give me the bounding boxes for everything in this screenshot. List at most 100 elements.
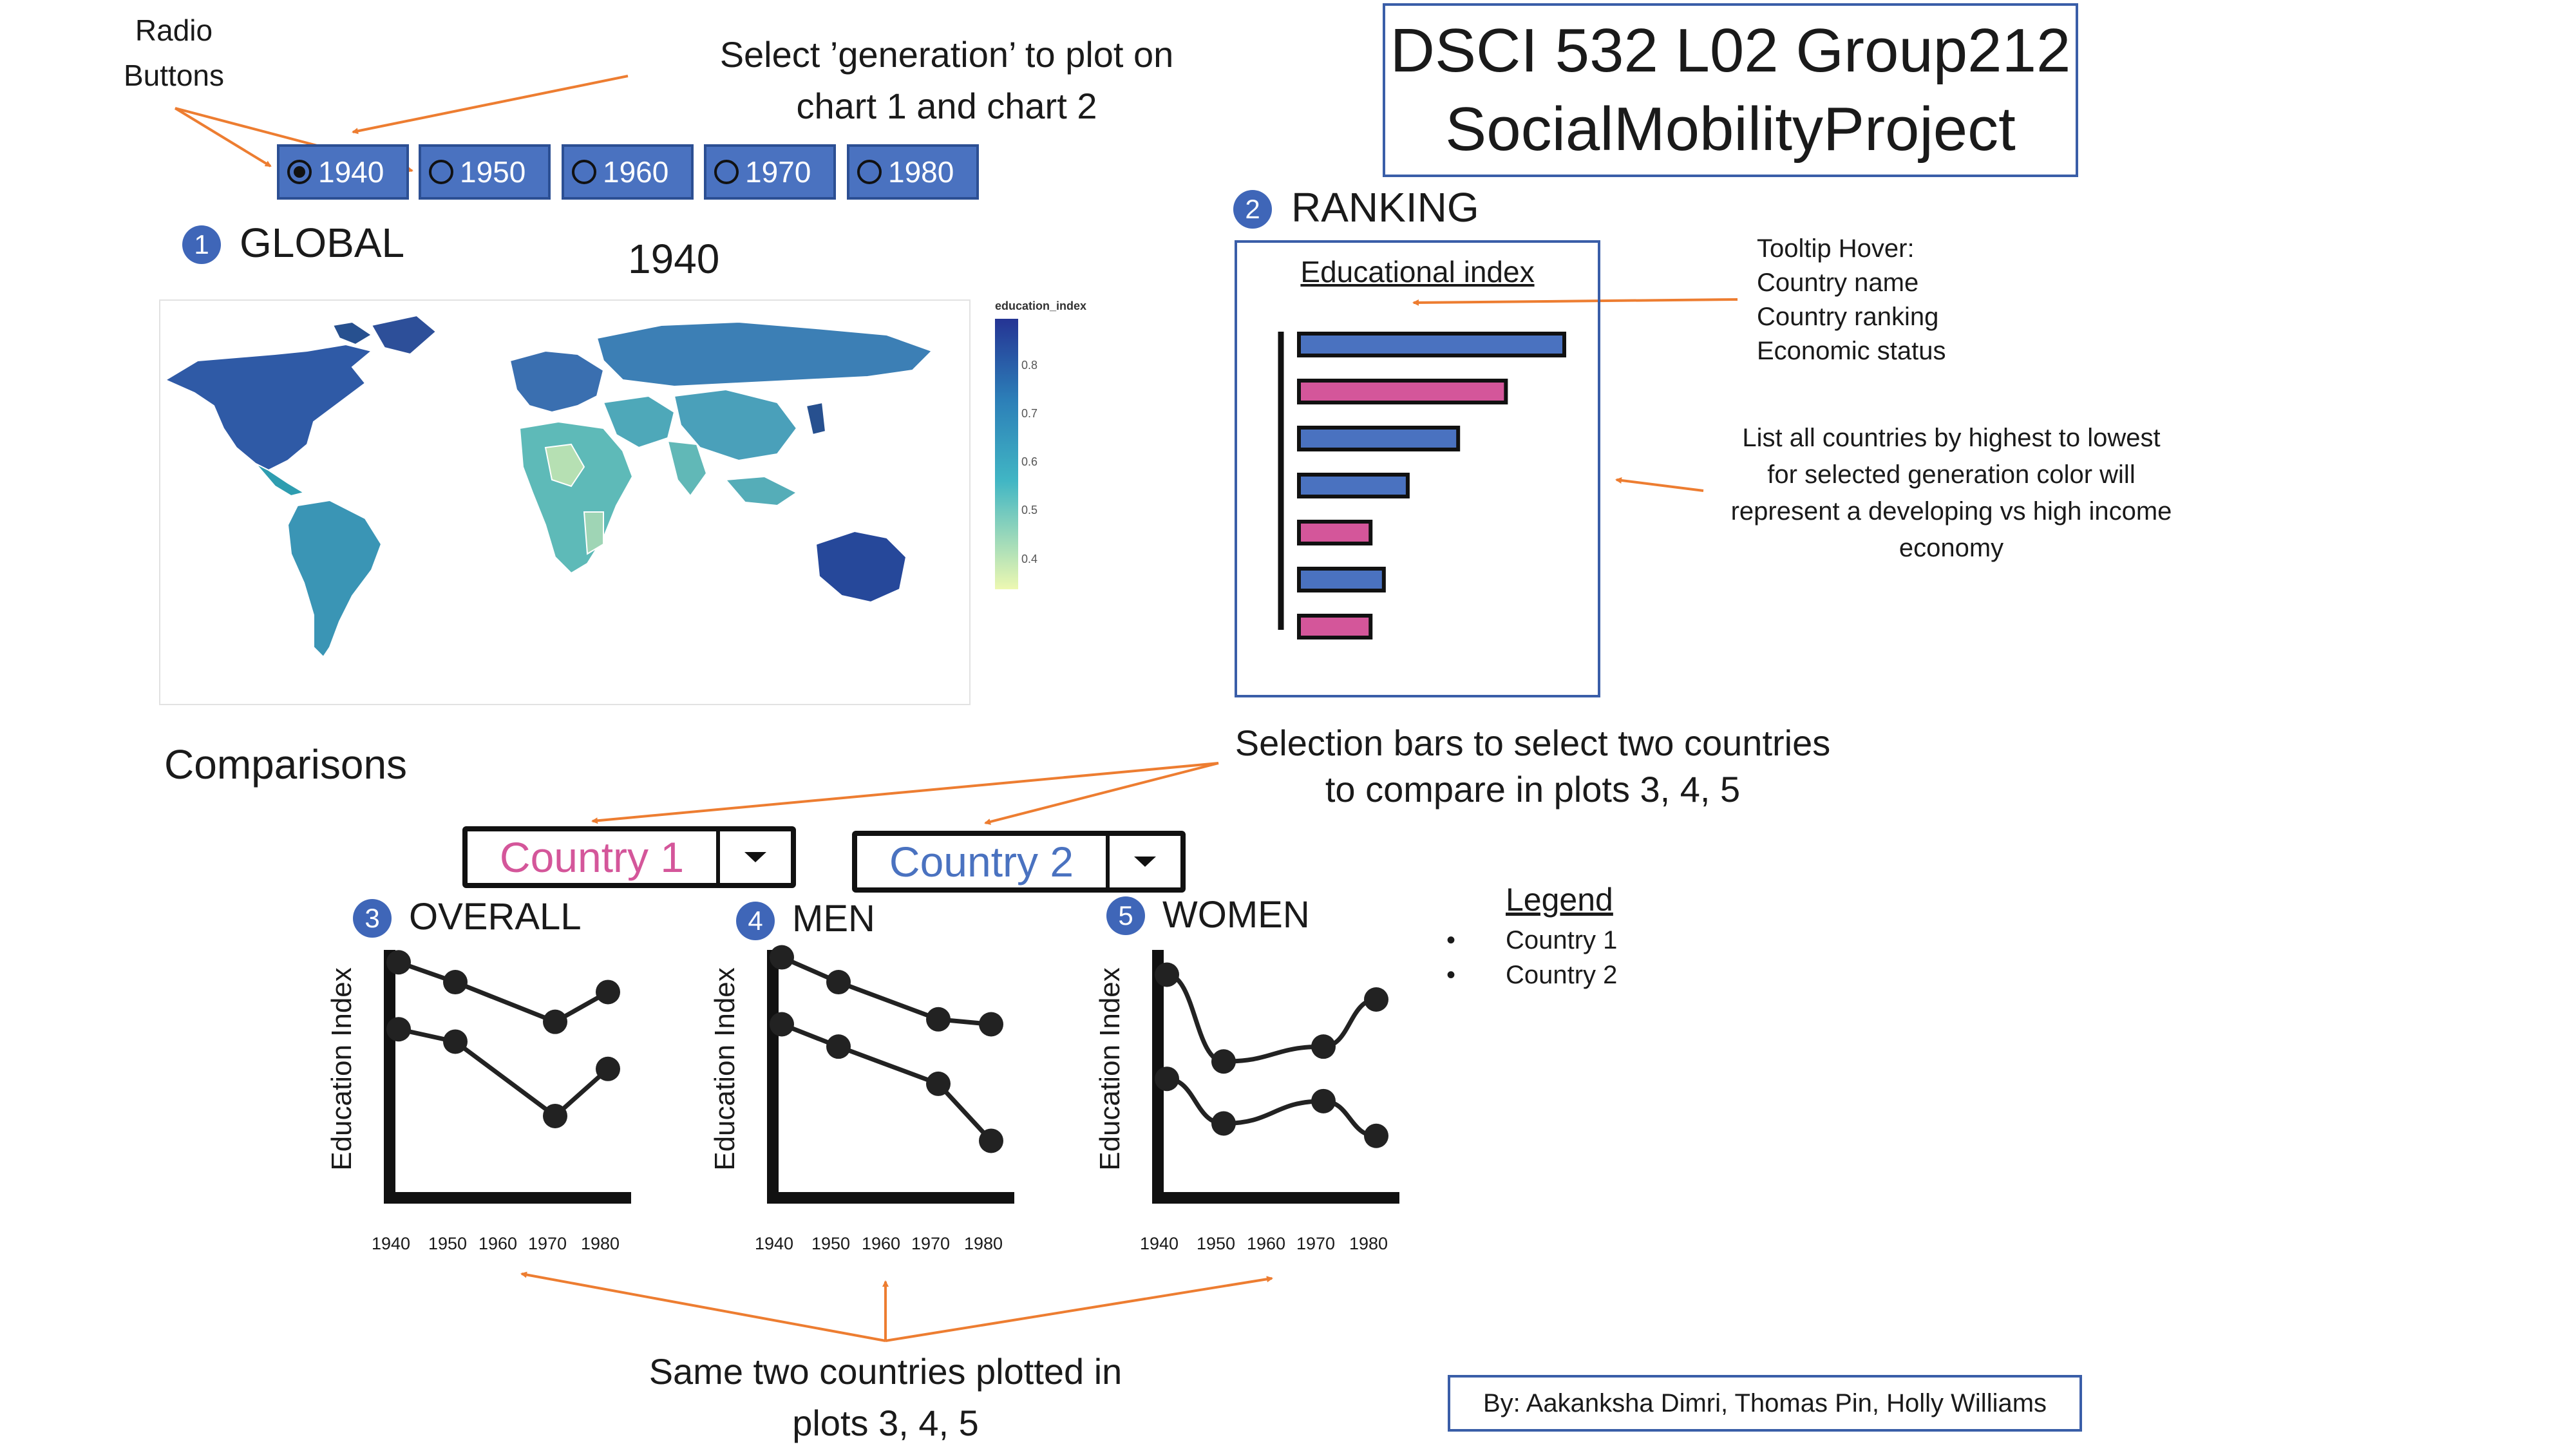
- x-tick-label: 1980: [1349, 1234, 1388, 1253]
- women-line-chart[interactable]: Education Index 1940 1950 1960 1970 1980: [1084, 940, 1444, 1275]
- x-tick-label: 1970: [911, 1234, 950, 1253]
- annotation-line: Select ’generation’ to plot on: [719, 34, 1174, 75]
- data-point[interactable]: [443, 970, 468, 995]
- legend-item-country1: Country 1: [1446, 926, 1618, 955]
- x-tick-label: 1960: [862, 1234, 900, 1253]
- x-tick-label: 1940: [755, 1234, 793, 1253]
- data-point[interactable]: [770, 1012, 794, 1037]
- overall-heading: OVERALL: [409, 896, 582, 938]
- men-line-chart[interactable]: Education Index 1940 1950 1960 1970 1980: [699, 940, 1059, 1275]
- annotation-line: List all countries by highest to lowest: [1742, 424, 2161, 452]
- map-australia: [815, 530, 907, 603]
- section-number-1: 1: [182, 225, 221, 264]
- data-point[interactable]: [1311, 1088, 1336, 1113]
- ranking-bar-chart[interactable]: [1235, 240, 1600, 697]
- annotation-line: Radio: [135, 14, 213, 47]
- map-middle-east: [602, 395, 676, 449]
- ranking-bar[interactable]: [1297, 379, 1508, 404]
- selection-bars-annotation: Selection bars to select two countries t…: [1224, 720, 1842, 813]
- x-tick-label: 1950: [428, 1234, 467, 1253]
- data-point[interactable]: [1211, 1111, 1236, 1136]
- x-tick-label: 1970: [528, 1234, 567, 1253]
- x-tick-label: 1970: [1296, 1234, 1335, 1253]
- data-point[interactable]: [826, 970, 851, 995]
- data-point[interactable]: [770, 945, 794, 970]
- x-tick-label: 1940: [1140, 1234, 1179, 1253]
- chevron-down-icon[interactable]: [1110, 857, 1180, 867]
- data-point[interactable]: [1364, 987, 1388, 1012]
- radio-1960[interactable]: 1960: [562, 144, 694, 200]
- legend-title: Legend: [1506, 882, 1613, 918]
- data-point[interactable]: [596, 980, 620, 1005]
- section-number-4: 4: [736, 902, 775, 940]
- radio-buttons-annotation: Radio Buttons: [103, 8, 245, 98]
- title-line-2: SocialMobilityProject: [1445, 95, 2016, 164]
- annotation-line: for selected generation color will: [1767, 460, 2136, 489]
- overall-line-chart[interactable]: Education Index 1940 1950 1960 1970 1980: [316, 940, 676, 1275]
- map-legend-tick: 0.7: [1021, 407, 1038, 420]
- radio-1940[interactable]: 1940: [277, 144, 409, 200]
- ranking-annotation: List all countries by highest to lowest …: [1687, 420, 2215, 567]
- annotation-line: Tooltip Hover:: [1757, 234, 1915, 263]
- women-heading: WOMEN: [1162, 894, 1310, 936]
- map-legend-tick: 0.6: [1021, 455, 1038, 468]
- annotation-line: economy: [1899, 534, 2004, 562]
- data-point[interactable]: [1155, 962, 1179, 987]
- ranking-bar[interactable]: [1297, 520, 1373, 545]
- data-point[interactable]: [926, 1071, 951, 1096]
- author-box: By: Aakanksha Dimri, Thomas Pin, Holly W…: [1448, 1375, 2082, 1432]
- author-text: By: Aakanksha Dimri, Thomas Pin, Holly W…: [1482, 1388, 2047, 1417]
- radio-1970[interactable]: 1970: [704, 144, 836, 200]
- series-line: [1166, 1076, 1377, 1139]
- radio-label: 1940: [318, 155, 384, 189]
- radio-label: 1950: [460, 155, 526, 189]
- country2-dropdown[interactable]: Country 2: [852, 831, 1186, 893]
- data-point[interactable]: [1364, 1123, 1388, 1148]
- data-point[interactable]: [386, 1017, 411, 1042]
- x-tick-label: 1940: [372, 1234, 410, 1253]
- annotation-line: chart 1 and chart 2: [796, 86, 1097, 126]
- x-tick-label: 1950: [811, 1234, 850, 1253]
- data-point[interactable]: [979, 1128, 1003, 1153]
- data-point[interactable]: [543, 1103, 567, 1128]
- radio-1950[interactable]: 1950: [419, 144, 551, 200]
- comparisons-heading: Comparisons: [164, 741, 408, 788]
- map-greenland: [370, 314, 437, 355]
- ranking-bar[interactable]: [1297, 614, 1373, 639]
- data-point[interactable]: [826, 1034, 851, 1059]
- map-colorbar: [995, 319, 1018, 589]
- radio-unselected-icon: [714, 160, 739, 184]
- country2-dropdown-label: Country 2: [889, 838, 1074, 886]
- ranking-bar[interactable]: [1297, 567, 1386, 592]
- world-map[interactable]: [159, 299, 971, 705]
- data-point[interactable]: [543, 1009, 567, 1034]
- legend-item-country2: Country 2: [1446, 961, 1618, 990]
- data-point[interactable]: [926, 1007, 951, 1032]
- chevron-down-icon[interactable]: [720, 852, 791, 862]
- data-point[interactable]: [596, 1056, 620, 1081]
- data-point[interactable]: [979, 1012, 1003, 1037]
- x-tick-label: 1960: [1247, 1234, 1285, 1253]
- data-point[interactable]: [1211, 1049, 1236, 1074]
- series-line: [1166, 972, 1377, 1064]
- data-point[interactable]: [1155, 1066, 1179, 1092]
- ranking-bar[interactable]: [1297, 473, 1410, 498]
- data-point[interactable]: [1311, 1034, 1336, 1059]
- men-heading: MEN: [792, 898, 875, 940]
- map-southeast-asia: [724, 475, 798, 507]
- country1-dropdown[interactable]: Country 1: [462, 826, 796, 888]
- map-china: [673, 388, 798, 462]
- radio-label: 1970: [745, 155, 811, 189]
- data-point[interactable]: [443, 1029, 468, 1054]
- ranking-bar[interactable]: [1297, 332, 1566, 357]
- series-line: [781, 955, 992, 1027]
- select-generation-annotation: Select ’generation’ to plot on chart 1 a…: [657, 29, 1236, 132]
- dropdown-separator: [716, 831, 720, 883]
- section-number-3: 3: [353, 899, 392, 938]
- annotation-line: plots 3, 4, 5: [792, 1403, 979, 1443]
- data-point[interactable]: [386, 950, 411, 975]
- x-tick-label: 1980: [964, 1234, 1003, 1253]
- radio-1980[interactable]: 1980: [847, 144, 979, 200]
- ranking-bar[interactable]: [1297, 426, 1461, 451]
- annotation-line: to compare in plots 3, 4, 5: [1325, 769, 1741, 810]
